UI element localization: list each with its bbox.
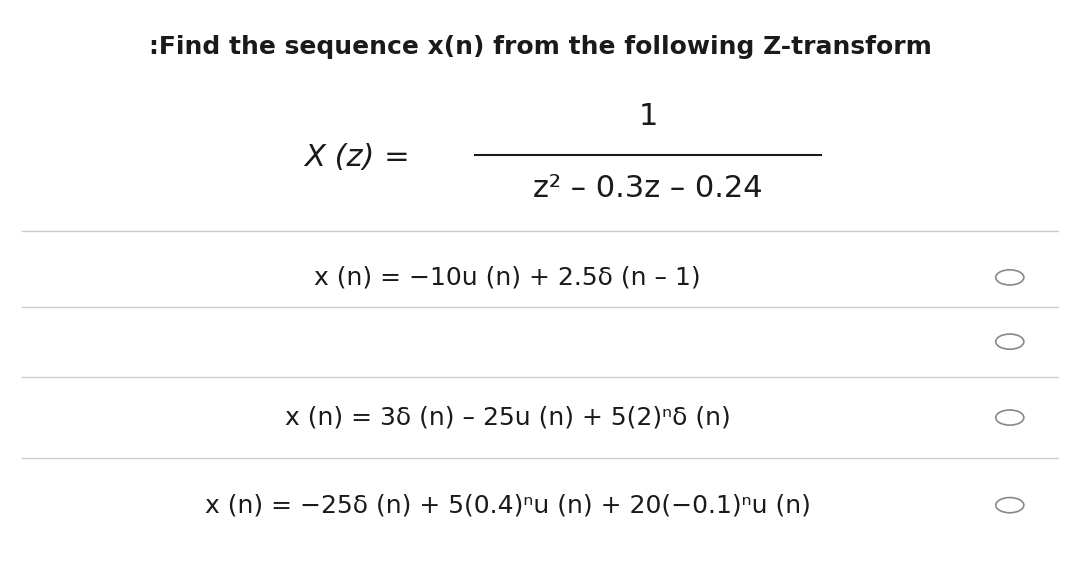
- Text: x (n) = −25δ (n) + 5(0.4)ⁿu (n) + 20(−0.1)ⁿu (n): x (n) = −25δ (n) + 5(0.4)ⁿu (n) + 20(−0.…: [205, 493, 810, 517]
- Text: x (n) = 3δ (n) – 25u (n) + 5(2)ⁿδ (n): x (n) = 3δ (n) – 25u (n) + 5(2)ⁿδ (n): [285, 405, 730, 430]
- Text: 1: 1: [638, 102, 658, 131]
- Text: x (n) = −10u (n) + 2.5δ (n – 1): x (n) = −10u (n) + 2.5δ (n – 1): [314, 265, 701, 290]
- Text: z² – 0.3z – 0.24: z² – 0.3z – 0.24: [534, 173, 762, 203]
- Text: :Find the sequence x(n) from the following Z-transform: :Find the sequence x(n) from the followi…: [149, 34, 931, 59]
- Text: X (z) =: X (z) =: [305, 143, 410, 172]
